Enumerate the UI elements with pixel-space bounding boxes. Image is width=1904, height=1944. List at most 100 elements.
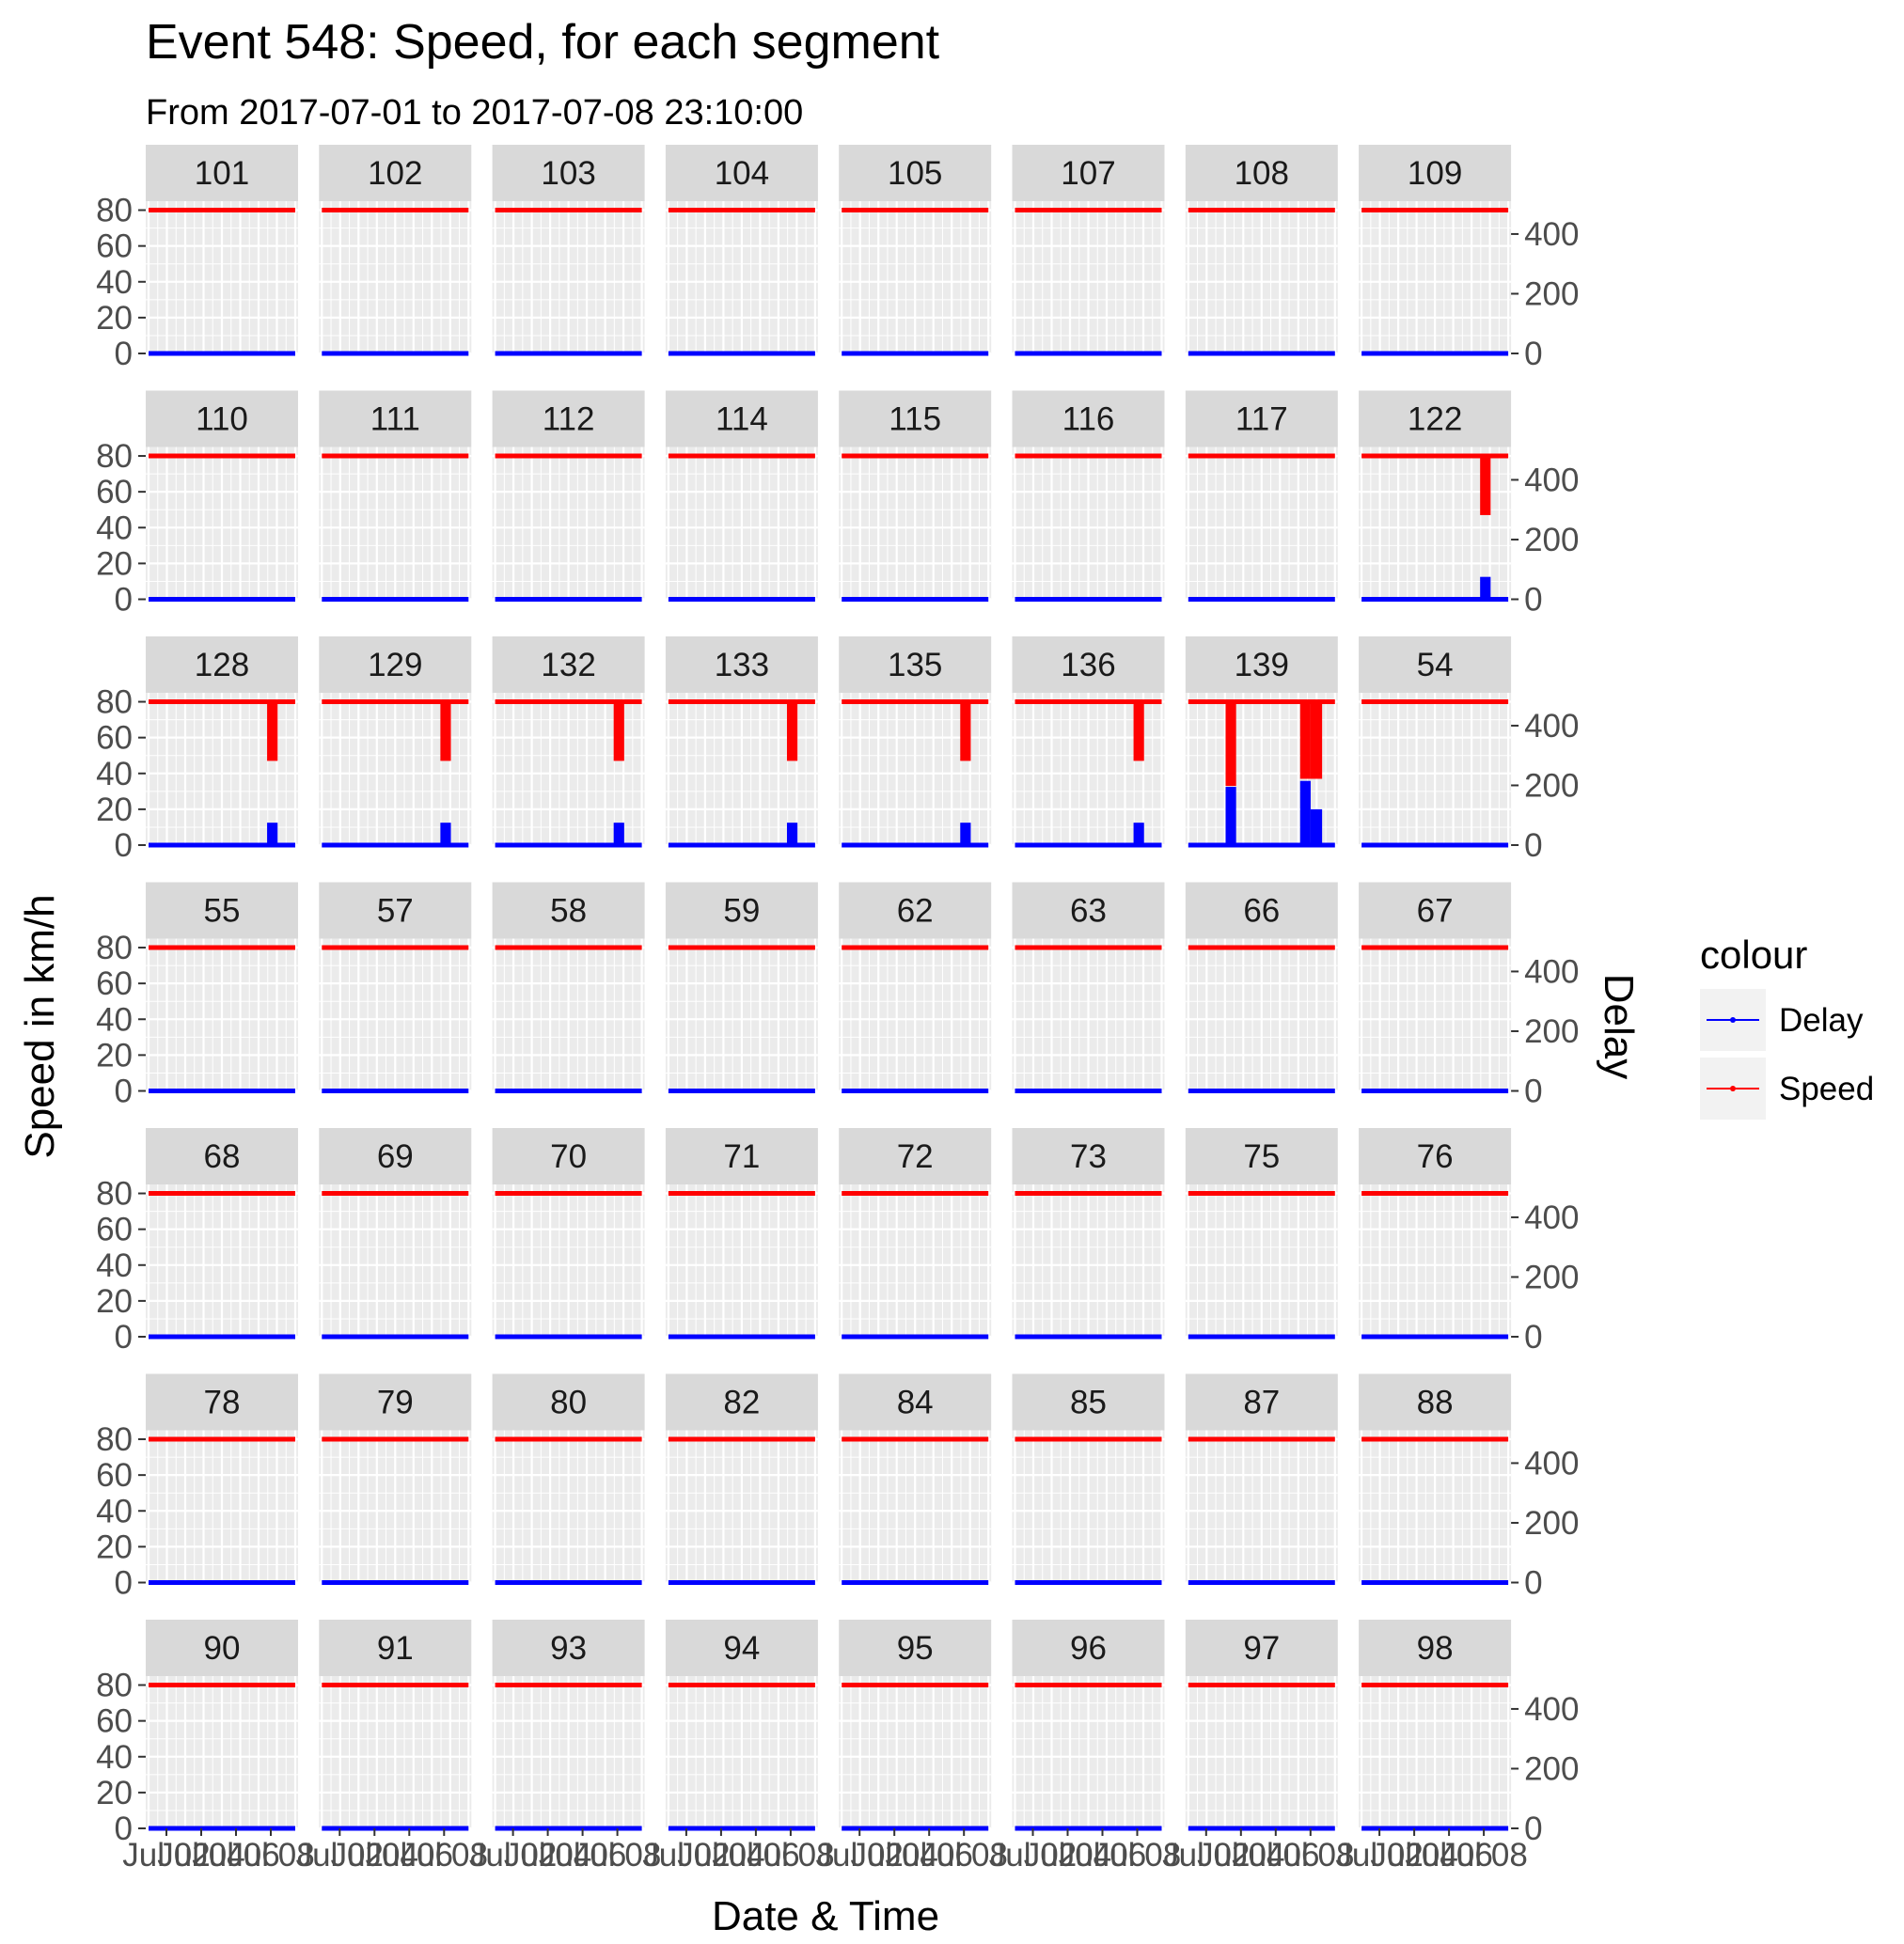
x-tick-label: Jul 04 — [504, 1837, 591, 1873]
facet-strip — [146, 1128, 298, 1184]
facet-strip — [492, 636, 645, 693]
x-tick-label: Jul 02 — [1335, 1837, 1423, 1873]
y-tick-label: 40 — [96, 756, 133, 792]
facet-strip — [319, 390, 472, 447]
facet-panel-112: 112 — [492, 390, 645, 602]
delay-spike — [613, 823, 624, 845]
y-tick-label: 80 — [96, 193, 133, 229]
facet-strip-label: 103 — [541, 155, 595, 192]
legend-item-delay: Delay — [1700, 989, 1864, 1051]
facet-panel-76: 76 0 200 400 — [1359, 1128, 1580, 1356]
facet-strip-label: 102 — [368, 155, 422, 192]
y-tick-label: 0 — [115, 827, 133, 864]
facet-strip-label: 110 — [196, 401, 248, 438]
facet-strip-label: 87 — [1243, 1385, 1280, 1421]
speed-drop — [1133, 701, 1144, 761]
facet-strip — [665, 1373, 818, 1431]
facet-panel-63: 63 — [1012, 882, 1165, 1093]
x-tick-label: Jul 08 — [747, 1837, 834, 1873]
facet-strip — [1185, 882, 1338, 939]
x-tick-label: Jul 02 — [469, 1837, 557, 1873]
facet-strip-label: 93 — [550, 1630, 587, 1667]
facet-strip-label: 115 — [889, 401, 941, 438]
x-tick-label: Jul 06 — [1232, 1837, 1319, 1873]
facet-strip — [319, 145, 472, 201]
facet-strip-label: 54 — [1417, 647, 1454, 683]
facet-strip-label: 94 — [723, 1630, 760, 1667]
facet-strip — [1359, 882, 1512, 939]
y-tick-label: 20 — [96, 792, 133, 828]
y-tick-label: 80 — [96, 1668, 133, 1704]
facet-strip — [1012, 636, 1165, 693]
y-tick-label: 0 — [115, 336, 133, 372]
facet-strip — [1185, 1373, 1338, 1431]
facet-strip-label: 105 — [888, 155, 942, 192]
facet-strip-label: 104 — [715, 155, 769, 192]
facet-strip — [492, 390, 645, 447]
facet-strip — [492, 145, 645, 201]
y-tick-label: 60 — [96, 474, 133, 510]
y2-tick-label: 400 — [1524, 1445, 1579, 1482]
delay-spike — [267, 823, 278, 845]
facet-panel-54: 54 0 200 400 — [1359, 636, 1580, 864]
facet-strip — [1359, 1128, 1512, 1184]
facet-strip-label: 88 — [1417, 1385, 1454, 1421]
y2-tick-label: 400 — [1524, 1691, 1579, 1728]
delay-spike — [440, 823, 451, 845]
x-tick-label: Jul 04 — [1197, 1837, 1284, 1873]
y2-tick-label: 0 — [1524, 336, 1542, 372]
x-tick-label: Jul 06 — [539, 1837, 626, 1873]
facet-strip-label: 136 — [1061, 647, 1115, 683]
y-tick-label: 60 — [96, 1457, 133, 1494]
y2-tick-label: 0 — [1524, 1074, 1542, 1110]
x-tick-label: Jul 08 — [574, 1837, 661, 1873]
facet-strip-label: 98 — [1417, 1630, 1454, 1667]
facet-strip — [665, 636, 818, 693]
facet-strip-label: 91 — [377, 1630, 414, 1667]
facet-strip — [665, 1620, 818, 1676]
chart-title: Event 548: Speed, for each segment — [146, 15, 940, 70]
y-tick-label: 0 — [115, 1074, 133, 1110]
facet-panel-88: 88 0 200 400 — [1359, 1373, 1580, 1602]
speed-drop — [1225, 701, 1236, 787]
y-tick-label: 0 — [115, 1811, 133, 1847]
y-tick-label: 40 — [96, 264, 133, 301]
y2-tick-label: 400 — [1524, 1199, 1579, 1236]
facet-strip-label: 101 — [195, 155, 249, 192]
facet-strip-label: 71 — [723, 1138, 760, 1175]
y2-tick-label: 0 — [1524, 582, 1542, 619]
facet-strip — [146, 145, 298, 201]
facet-strip-label: 72 — [897, 1138, 934, 1175]
facet-strip — [1359, 1373, 1512, 1431]
facet-strip — [1012, 390, 1165, 447]
facet-panel-129: 129 — [319, 636, 472, 848]
x-tick-label: Jul 06 — [1059, 1837, 1146, 1873]
facet-panel-57: 57 — [319, 882, 472, 1093]
x-tick-label: Jul 02 — [815, 1837, 903, 1873]
delay-spike — [786, 823, 798, 845]
facet-strip — [146, 1620, 298, 1676]
facet-panel-70: 70 — [492, 1128, 645, 1340]
facet-panel-82: 82 — [665, 1373, 818, 1585]
y2-tick-label: 0 — [1524, 1811, 1542, 1847]
legend-point-speed — [1730, 1086, 1736, 1091]
facet-panel-139: 139 — [1185, 636, 1338, 848]
x-tick-label: Jul 04 — [157, 1837, 244, 1873]
facet-strip-label: 109 — [1408, 155, 1462, 192]
delay-spike — [1310, 808, 1323, 845]
facet-strip — [492, 1620, 645, 1676]
y2-tick-label: 400 — [1524, 708, 1579, 745]
facet-strip — [839, 1128, 992, 1184]
facet-panel-133: 133 — [665, 636, 818, 848]
facet-strip — [492, 1128, 645, 1184]
facet-strip — [492, 882, 645, 939]
y-tick-label: 60 — [96, 1212, 133, 1248]
facet-panel-80: 80 — [492, 1373, 645, 1585]
